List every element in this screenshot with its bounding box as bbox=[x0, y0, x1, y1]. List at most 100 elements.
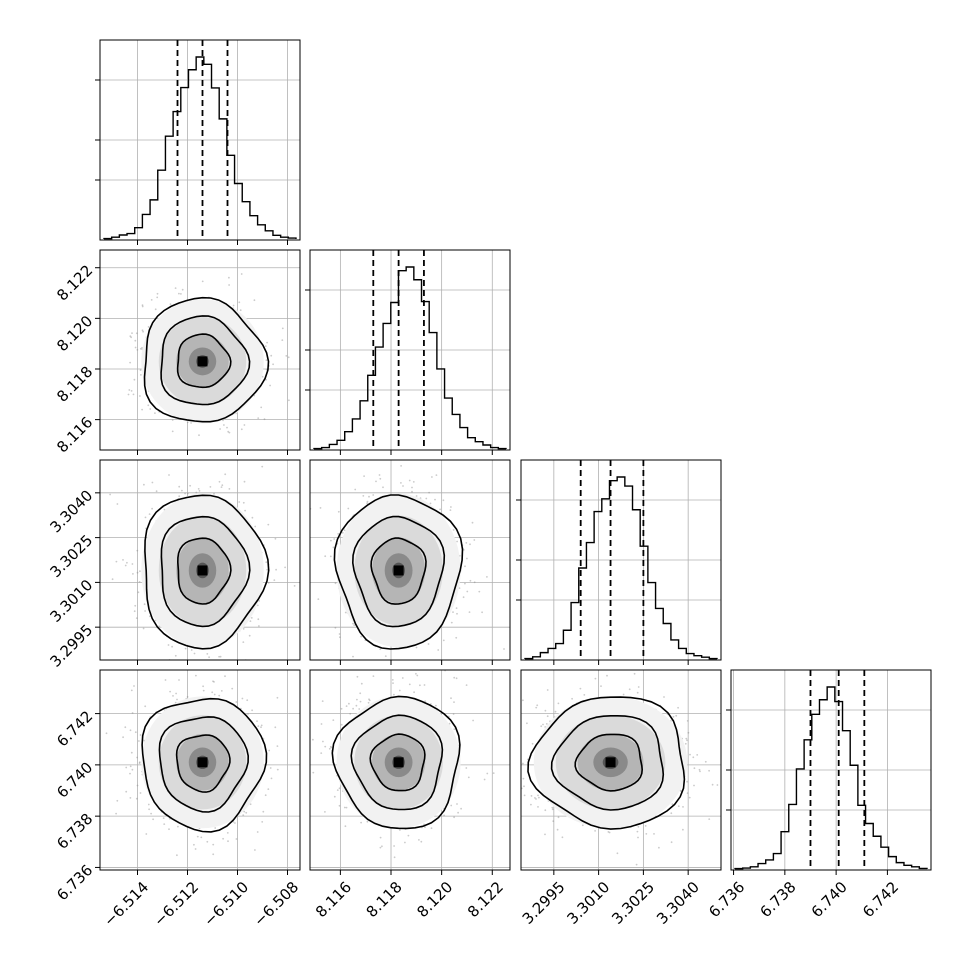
y-tick-label-4-2: 6.738 bbox=[53, 810, 96, 853]
sample-point bbox=[105, 732, 108, 735]
sample-point bbox=[171, 430, 174, 433]
sample-point bbox=[254, 525, 257, 528]
sample-point bbox=[345, 705, 348, 707]
sample-point bbox=[212, 843, 215, 846]
sample-point bbox=[368, 495, 370, 498]
sample-point bbox=[155, 490, 158, 493]
sample-point bbox=[497, 762, 499, 764]
sample-point bbox=[464, 565, 466, 568]
sample-point bbox=[505, 755, 507, 757]
sample-point bbox=[358, 708, 361, 710]
density-layer bbox=[312, 670, 495, 859]
sample-point bbox=[372, 675, 375, 677]
density-panel-4-3 bbox=[494, 669, 722, 875]
sample-point bbox=[530, 803, 532, 806]
sample-point bbox=[321, 700, 324, 702]
sample-point bbox=[195, 491, 198, 494]
density-peak bbox=[197, 757, 208, 768]
sample-point bbox=[453, 816, 455, 819]
sample-point bbox=[466, 557, 468, 560]
sample-point bbox=[355, 704, 358, 707]
sample-point bbox=[381, 845, 383, 848]
sample-point bbox=[142, 627, 145, 630]
sample-point bbox=[392, 682, 394, 684]
sample-point bbox=[430, 827, 433, 830]
sample-point bbox=[492, 772, 495, 774]
sample-point bbox=[698, 768, 701, 771]
y-tick-label-2-3: 8.120 bbox=[53, 312, 96, 355]
sample-point bbox=[494, 771, 496, 773]
sample-point bbox=[129, 361, 132, 364]
sample-point bbox=[257, 618, 260, 621]
sample-point bbox=[178, 495, 181, 498]
sample-point bbox=[452, 529, 455, 531]
sample-point bbox=[523, 785, 525, 788]
sample-point bbox=[465, 684, 468, 686]
histogram-step bbox=[313, 266, 507, 450]
density-peak bbox=[393, 757, 404, 768]
sample-point bbox=[181, 288, 184, 291]
sample-point bbox=[180, 293, 182, 295]
sample-point bbox=[226, 832, 229, 834]
sample-point bbox=[149, 408, 152, 410]
y-tick-label-4-1: 6.736 bbox=[53, 861, 96, 904]
y-tick-label-3-1: 3.2995 bbox=[47, 621, 97, 671]
sample-point bbox=[411, 490, 413, 493]
sample-point bbox=[362, 495, 365, 497]
sample-point bbox=[171, 645, 174, 648]
sample-point bbox=[285, 355, 288, 357]
y-tick-label-3-2: 3.3010 bbox=[47, 576, 97, 626]
sample-point bbox=[242, 501, 245, 504]
sample-point bbox=[251, 516, 254, 519]
sample-point bbox=[324, 745, 327, 748]
sample-point bbox=[427, 643, 430, 645]
sample-point bbox=[535, 706, 538, 709]
x-tick-label-1-3: −6.510 bbox=[200, 878, 252, 930]
sample-point bbox=[150, 812, 153, 815]
sample-point bbox=[686, 720, 689, 722]
sample-point bbox=[147, 404, 150, 407]
sample-point bbox=[696, 754, 699, 756]
sample-point bbox=[131, 768, 134, 771]
sample-point bbox=[465, 767, 468, 769]
sample-point bbox=[116, 503, 119, 505]
contour-line bbox=[370, 537, 427, 605]
sample-point bbox=[130, 336, 133, 339]
sample-point bbox=[235, 838, 238, 840]
sample-point bbox=[379, 836, 382, 839]
sample-point bbox=[138, 581, 141, 583]
sample-point bbox=[472, 719, 474, 722]
sample-point bbox=[142, 330, 145, 333]
sample-point bbox=[136, 756, 139, 759]
sample-point bbox=[420, 840, 423, 843]
sample-point bbox=[689, 753, 691, 756]
sample-point bbox=[393, 845, 395, 847]
sample-point bbox=[135, 617, 138, 619]
sample-point bbox=[184, 492, 187, 495]
sample-point bbox=[658, 846, 660, 849]
sample-point bbox=[378, 474, 381, 476]
sample-point bbox=[693, 767, 696, 770]
sample-point bbox=[227, 430, 230, 433]
sample-point bbox=[269, 384, 271, 387]
sample-point bbox=[220, 486, 223, 488]
sample-point bbox=[511, 745, 513, 747]
x-tick-label-4-3: 6.740 bbox=[808, 878, 851, 921]
sample-point bbox=[685, 737, 688, 740]
y-tick-label-3-4: 3.3040 bbox=[47, 486, 97, 536]
sample-point bbox=[124, 564, 127, 567]
sample-point bbox=[393, 693, 395, 696]
sample-point bbox=[122, 736, 124, 739]
sample-point bbox=[537, 806, 539, 808]
sample-point bbox=[178, 485, 181, 488]
sample-point bbox=[684, 742, 687, 745]
sample-point bbox=[436, 675, 438, 677]
sample-point bbox=[243, 424, 246, 426]
sample-point bbox=[442, 639, 445, 642]
sample-point bbox=[147, 803, 150, 806]
density-peak bbox=[197, 565, 208, 576]
sample-point bbox=[419, 684, 421, 687]
sample-point bbox=[328, 747, 331, 750]
sample-point bbox=[274, 537, 277, 540]
sample-point bbox=[181, 489, 183, 492]
